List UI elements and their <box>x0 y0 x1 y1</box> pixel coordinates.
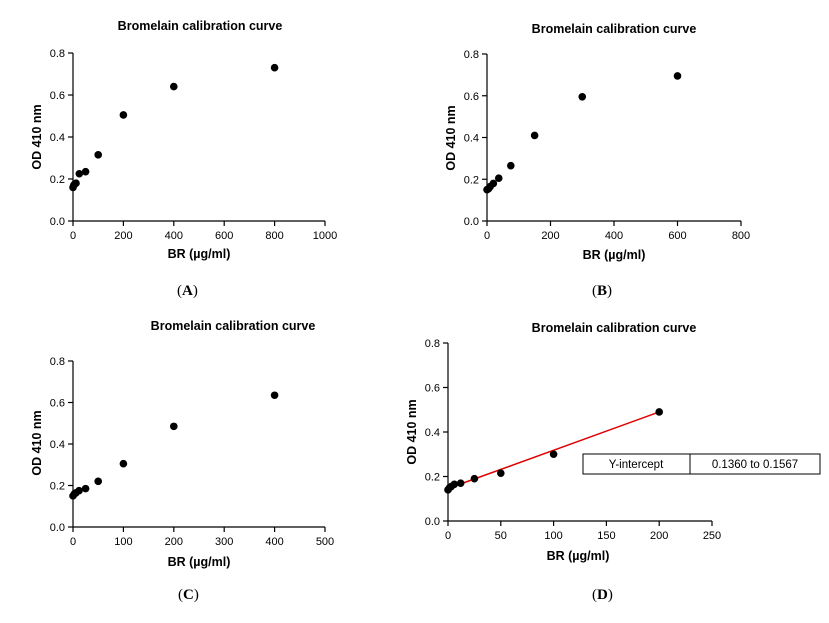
x-tick-label: 0 <box>484 230 490 242</box>
data-point <box>489 179 498 188</box>
y-tick-label: 0.8 <box>464 49 479 61</box>
chart-title: Bromelain calibration curve <box>532 22 697 36</box>
data-point <box>497 469 505 477</box>
y-axis-label: OD 410 nm <box>444 105 458 170</box>
x-tick-label: 400 <box>265 536 283 548</box>
data-point <box>75 486 83 495</box>
data-point <box>494 174 503 183</box>
data-point <box>81 167 90 176</box>
panel-caption: (B) <box>592 283 613 299</box>
data-point <box>94 477 102 486</box>
x-tick-label: 50 <box>495 530 507 542</box>
y-intercept-value: 0.1360 to 0.1567 <box>712 459 798 471</box>
chart-panel-d: Bromelain calibration curve OD 410 nm BR… <box>405 310 829 623</box>
x-tick-label: 800 <box>265 230 283 242</box>
chart-title: Bromelain calibration curve <box>118 19 283 33</box>
chart-d-svg: Bromelain calibration curve OD 410 nm BR… <box>405 321 821 563</box>
x-tick-label: 0 <box>70 536 76 548</box>
chart-panel-c: Bromelain calibration curve OD 410 nm BR… <box>0 310 414 623</box>
x-tick-label: 200 <box>165 536 183 548</box>
data-point <box>507 161 515 170</box>
y-tick-label: 0.4 <box>425 427 440 439</box>
x-tick-label: 400 <box>605 230 623 242</box>
x-tick-label: 150 <box>597 530 615 542</box>
y-tick-label: 0.2 <box>464 174 479 186</box>
y-tick-label: 0.6 <box>425 383 440 395</box>
x-tick-label: 200 <box>541 230 559 242</box>
y-tick-label: 0.4 <box>464 133 479 145</box>
data-point <box>81 484 90 493</box>
panel-caption: (C) <box>178 587 199 603</box>
data-point <box>578 92 587 101</box>
data-point <box>549 450 558 459</box>
y-tick-label: 0.6 <box>50 398 65 410</box>
y-tick-label: 0.0 <box>464 216 479 228</box>
x-tick-label: 250 <box>703 530 721 542</box>
y-tick-label: 0.8 <box>425 338 440 350</box>
y-tick-label: 0.0 <box>50 522 65 534</box>
x-tick-label: 300 <box>215 536 233 548</box>
x-tick-label: 500 <box>316 536 334 548</box>
y-tick-label: 0.2 <box>425 472 440 484</box>
x-tick-label: 0 <box>445 530 451 542</box>
data-point <box>119 459 128 468</box>
panel-caption: (A) <box>177 283 198 299</box>
data-point <box>450 480 459 489</box>
y-tick-label: 0.6 <box>464 91 479 103</box>
chart-a-svg: Bromelain calibration curve OD 410 nm BR… <box>30 19 337 261</box>
y-axis-label: OD 410 nm <box>405 399 419 464</box>
regression-line <box>447 411 660 490</box>
y-tick-label: 0.0 <box>425 516 440 528</box>
data-point <box>530 131 539 140</box>
y-tick-label: 0.2 <box>50 174 65 186</box>
data-point <box>673 72 682 80</box>
chart-title: Bromelain calibration curve <box>151 319 316 333</box>
x-tick-label: 1000 <box>313 230 337 242</box>
data-point <box>655 408 663 416</box>
data-point <box>470 474 479 483</box>
x-axis-label: BR (µg/ml) <box>168 555 231 569</box>
panel-caption: (D) <box>592 587 613 603</box>
y-axis-label: OD 410 nm <box>30 104 44 169</box>
data-point <box>270 63 279 72</box>
data-point <box>270 391 279 400</box>
y-intercept-table: Y-intercept 0.1360 to 0.1567 <box>582 453 821 475</box>
data-point <box>119 111 128 119</box>
y-tick-label: 0.0 <box>50 216 65 228</box>
y-intercept-label: Y-intercept <box>609 459 664 471</box>
x-tick-label: 600 <box>215 230 233 242</box>
y-tick-label: 0.8 <box>50 356 65 368</box>
data-point <box>170 82 178 91</box>
y-tick-label: 0.4 <box>50 132 65 144</box>
data-point <box>72 179 80 187</box>
x-axis-label: BR (µg/ml) <box>583 248 646 262</box>
chart-panel-a: Bromelain calibration curve OD 410 nm BR… <box>0 0 414 310</box>
y-tick-label: 0.4 <box>50 439 65 451</box>
y-tick-label: 0.6 <box>50 90 65 102</box>
chart-panel-b: Bromelain calibration curve OD 410 nm BR… <box>414 0 829 310</box>
x-tick-label: 800 <box>732 230 750 242</box>
y-axis-label: OD 410 nm <box>30 410 44 475</box>
x-tick-label: 100 <box>544 530 562 542</box>
x-tick-label: 600 <box>668 230 686 242</box>
y-tick-label: 0.2 <box>50 481 65 493</box>
chart-c-svg: Bromelain calibration curve OD 410 nm BR… <box>30 319 334 569</box>
y-tick-label: 0.8 <box>50 48 65 60</box>
x-tick-label: 0 <box>70 230 76 242</box>
x-axis-label: BR (µg/ml) <box>168 247 231 261</box>
chart-b-svg: Bromelain calibration curve OD 410 nm BR… <box>444 22 750 262</box>
data-point <box>94 151 102 159</box>
x-tick-label: 200 <box>114 230 132 242</box>
x-tick-label: 400 <box>165 230 183 242</box>
x-tick-label: 100 <box>114 536 132 548</box>
chart-title: Bromelain calibration curve <box>532 321 697 335</box>
data-point <box>75 169 84 178</box>
data-point <box>456 479 465 487</box>
x-axis-label: BR (µg/ml) <box>547 549 610 563</box>
x-tick-label: 200 <box>650 530 668 542</box>
data-point <box>170 422 178 431</box>
